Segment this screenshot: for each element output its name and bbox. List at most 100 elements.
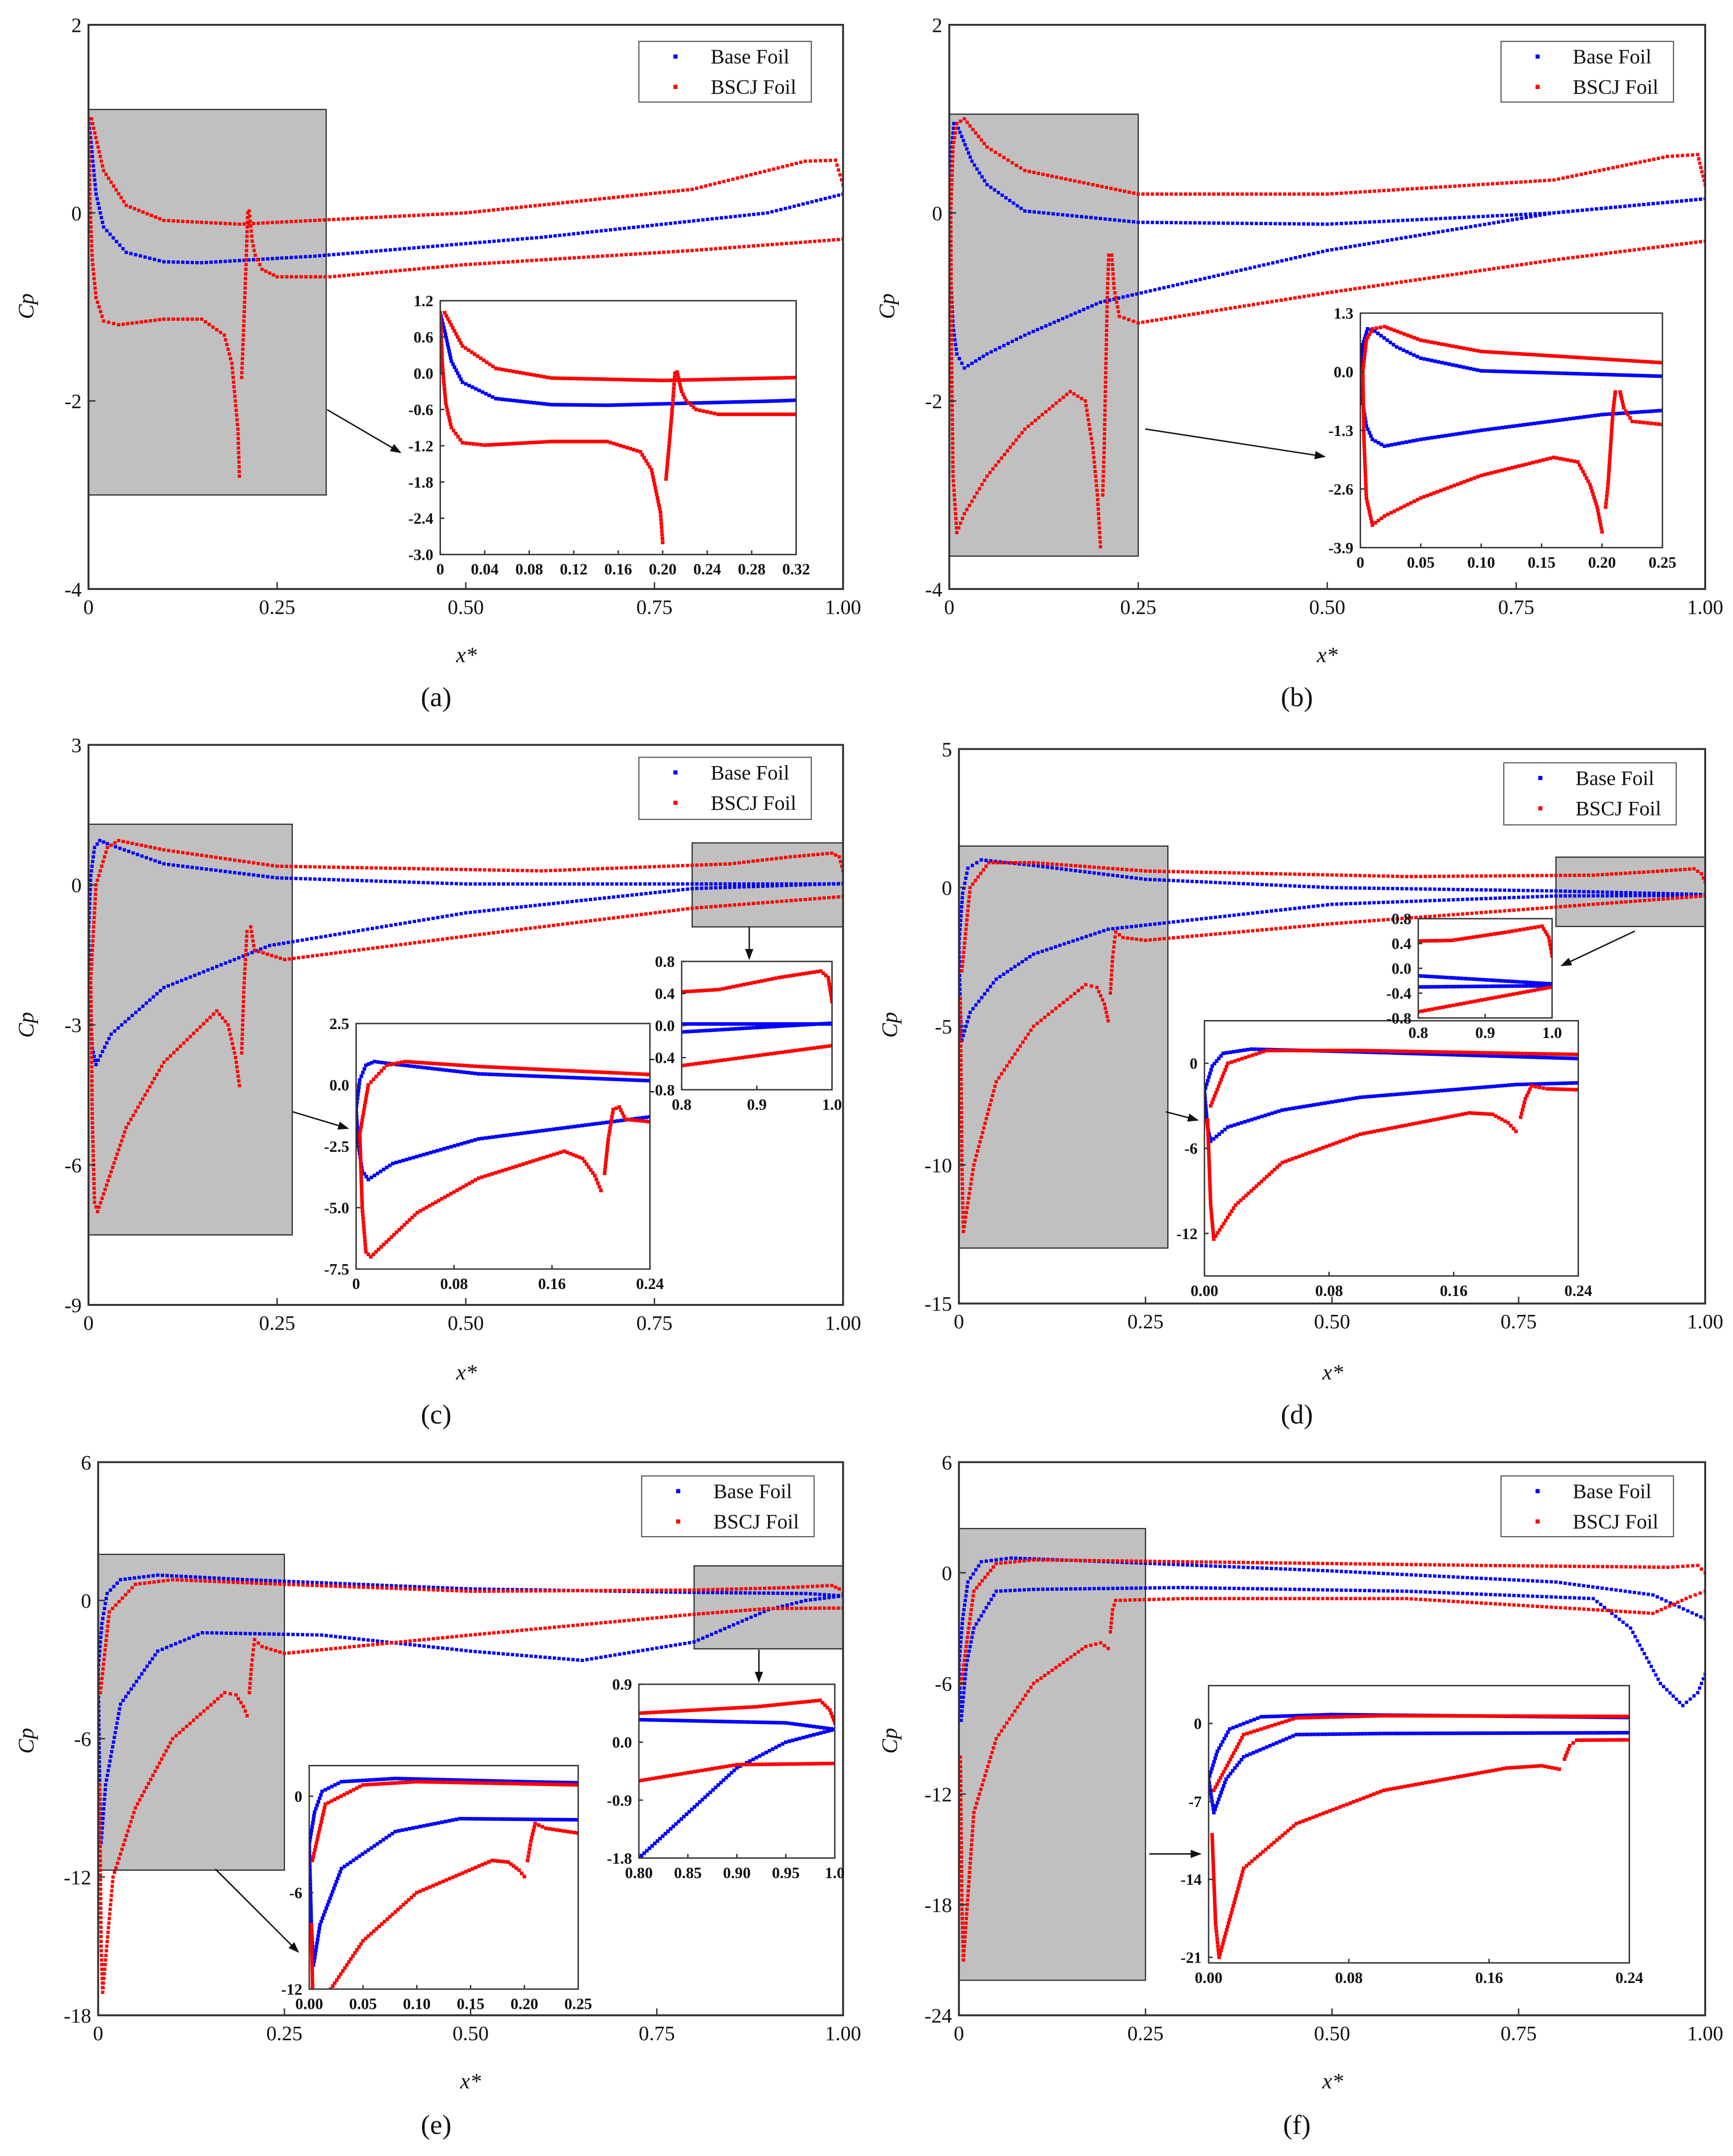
data-point — [1180, 282, 1184, 285]
data-point — [1597, 516, 1601, 519]
data-point — [1048, 322, 1052, 326]
data-point — [90, 150, 94, 154]
data-point — [1557, 211, 1560, 214]
data-point — [1194, 278, 1198, 282]
data-point — [1362, 340, 1366, 344]
data-point — [492, 261, 496, 265]
data-point — [190, 220, 194, 224]
data-point — [356, 1119, 359, 1122]
data-point — [668, 433, 672, 437]
data-point — [1193, 221, 1197, 225]
data-point — [363, 1239, 367, 1243]
data-point — [728, 885, 732, 889]
data-point — [1511, 351, 1515, 355]
data-point — [1076, 394, 1080, 398]
data-point — [247, 860, 251, 864]
data-point — [440, 325, 443, 329]
data-point — [629, 253, 633, 256]
data-point — [770, 977, 775, 981]
data-point — [1122, 316, 1126, 320]
data-point — [1360, 349, 1364, 353]
data-point — [637, 1116, 641, 1120]
data-point — [422, 940, 426, 944]
data-point — [117, 323, 121, 327]
data-point — [658, 191, 662, 195]
data-point — [988, 985, 992, 988]
y-tick-label: 0 — [71, 874, 82, 897]
data-point — [1456, 482, 1460, 486]
data-point — [358, 1142, 362, 1146]
data-point — [270, 875, 274, 879]
data-point — [545, 1068, 549, 1072]
data-point — [195, 853, 199, 857]
data-point — [553, 403, 557, 407]
data-point — [949, 235, 953, 238]
data-point — [360, 216, 364, 220]
data-point — [818, 882, 821, 886]
data-point — [714, 904, 718, 908]
data-point — [1479, 897, 1483, 901]
data-point — [1085, 409, 1089, 412]
inset-background — [440, 300, 796, 555]
data-point — [382, 1167, 386, 1172]
data-point — [665, 402, 670, 406]
data-point — [993, 188, 997, 192]
data-point — [693, 989, 696, 993]
data-point — [686, 249, 690, 253]
data-point — [1111, 262, 1115, 266]
data-point — [233, 390, 236, 393]
data-point — [1363, 467, 1367, 471]
data-point — [440, 1197, 444, 1201]
data-point — [440, 336, 443, 340]
data-point — [89, 873, 92, 877]
data-point — [641, 225, 645, 228]
data-point — [88, 878, 92, 882]
data-point — [318, 218, 322, 222]
data-point — [606, 882, 609, 886]
data-point — [1106, 286, 1110, 290]
data-point — [102, 855, 106, 859]
data-point — [1503, 467, 1507, 471]
data-point — [629, 882, 633, 886]
data-point — [766, 412, 770, 417]
data-point — [431, 265, 435, 269]
data-point — [1321, 885, 1325, 889]
data-point — [283, 957, 286, 961]
data-point — [417, 246, 421, 250]
data-point — [1582, 903, 1586, 907]
data-point — [544, 235, 548, 239]
data-point — [91, 1144, 95, 1148]
data-point — [783, 1022, 787, 1026]
data-point — [1376, 240, 1380, 244]
data-point — [181, 851, 185, 855]
data-point — [117, 839, 121, 843]
data-point — [520, 237, 524, 241]
data-point — [332, 218, 336, 221]
data-point — [779, 208, 783, 211]
data-point — [1298, 884, 1301, 888]
data-point — [1433, 899, 1437, 902]
data-point — [1619, 900, 1623, 904]
data-point — [704, 1029, 709, 1033]
data-point — [686, 188, 690, 192]
data-point — [1409, 335, 1413, 339]
data-point — [1413, 234, 1417, 238]
data-point — [450, 212, 453, 215]
data-point — [459, 211, 463, 215]
data-point — [98, 869, 102, 873]
data-point — [723, 862, 727, 866]
data-point — [240, 1041, 244, 1045]
data-point — [1528, 461, 1532, 465]
data-point — [426, 881, 430, 885]
data-point — [1479, 369, 1483, 373]
data-point — [816, 1045, 820, 1049]
data-point — [483, 443, 487, 447]
data-point — [1364, 478, 1368, 482]
data-point — [757, 212, 760, 216]
data-point — [1487, 267, 1491, 271]
data-point — [568, 256, 571, 260]
data-point — [1518, 370, 1522, 374]
data-point — [1071, 939, 1075, 943]
data-point — [1503, 888, 1506, 892]
data-point — [781, 165, 784, 169]
